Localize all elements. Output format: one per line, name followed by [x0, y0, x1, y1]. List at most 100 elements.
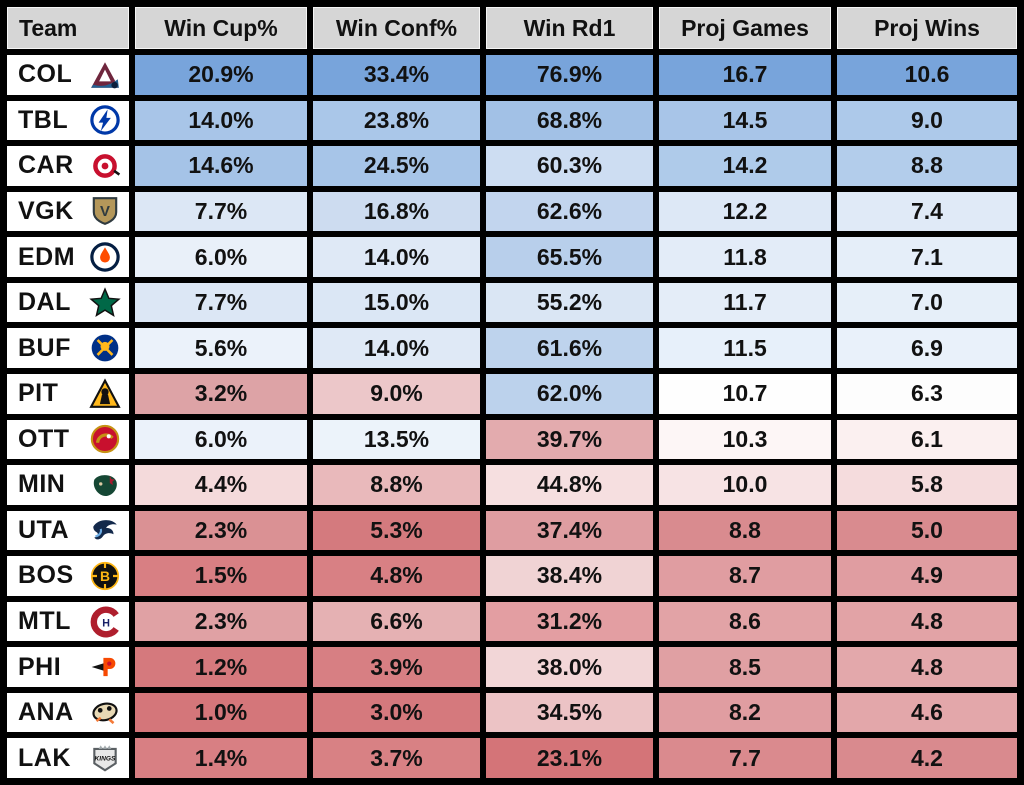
team-code: CAR — [18, 151, 74, 180]
stat-cell: 6.0% — [135, 237, 307, 277]
stat-cell: 65.5% — [486, 237, 653, 277]
stat-cell: 6.9 — [837, 328, 1017, 368]
stat-cell: 5.0 — [837, 510, 1017, 551]
team-code: VGK — [18, 196, 74, 225]
stat-cell: 8.8% — [313, 465, 480, 505]
team-cell: OTT — [7, 419, 129, 460]
column-header-win-rd1: Win Rd1 — [486, 7, 653, 49]
stat-cell: 8.8 — [659, 510, 831, 551]
stat-cell: 7.7 — [659, 738, 831, 778]
stat-cell: 60.3% — [486, 146, 653, 186]
team-cell: VGK V — [7, 191, 129, 232]
column-header-team: Team — [7, 7, 129, 49]
stat-cell: 10.3 — [659, 419, 831, 460]
stat-cell: 76.9% — [486, 55, 653, 95]
stat-cell: 55.2% — [486, 282, 653, 323]
stat-cell: 4.6 — [837, 692, 1017, 733]
team-code: PIT — [18, 379, 59, 408]
stat-cell: 8.2 — [659, 692, 831, 733]
stat-cell: 62.0% — [486, 373, 653, 414]
stat-cell: 10.6 — [837, 55, 1017, 95]
team-code: MTL — [18, 607, 71, 636]
svg-text:H: H — [102, 617, 110, 629]
svg-text:B: B — [100, 568, 110, 584]
kings-logo: KINGS — [89, 742, 121, 774]
team-cell: MTL H — [7, 601, 129, 642]
stat-cell: 5.3% — [313, 510, 480, 551]
column-header-win-conf: Win Conf% — [313, 7, 480, 49]
stat-cell: 12.2 — [659, 191, 831, 232]
stat-cell: 8.5 — [659, 647, 831, 687]
stat-cell: 23.8% — [313, 100, 480, 141]
stat-cell: 1.2% — [135, 647, 307, 687]
team-cell: LAK KINGS — [7, 738, 129, 778]
stat-cell: 16.8% — [313, 191, 480, 232]
svg-text:V: V — [100, 203, 110, 220]
team-cell: DAL — [7, 282, 129, 323]
stat-cell: 11.7 — [659, 282, 831, 323]
stat-cell: 4.8 — [837, 647, 1017, 687]
stat-cell: 3.9% — [313, 647, 480, 687]
stat-cell: 9.0% — [313, 373, 480, 414]
team-code: ANA — [18, 698, 74, 727]
team-cell: CAR — [7, 146, 129, 186]
stat-cell: 6.3 — [837, 373, 1017, 414]
stat-cell: 6.6% — [313, 601, 480, 642]
stat-cell: 33.4% — [313, 55, 480, 95]
stat-cell: 10.7 — [659, 373, 831, 414]
stat-cell: 9.0 — [837, 100, 1017, 141]
lightning-logo — [89, 104, 121, 136]
wild-logo — [89, 469, 121, 501]
team-cell: BUF — [7, 328, 129, 368]
column-header-proj-wins: Proj Wins — [837, 7, 1017, 49]
team-code: EDM — [18, 242, 76, 271]
team-cell: MIN — [7, 465, 129, 505]
stat-cell: 1.0% — [135, 692, 307, 733]
stat-cell: 14.0% — [313, 237, 480, 277]
stat-cell: 1.5% — [135, 556, 307, 596]
stat-cell: 3.2% — [135, 373, 307, 414]
stat-cell: 15.0% — [313, 282, 480, 323]
stat-cell: 14.6% — [135, 146, 307, 186]
stat-cell: 61.6% — [486, 328, 653, 368]
stat-cell: 1.4% — [135, 738, 307, 778]
stat-cell: 37.4% — [486, 510, 653, 551]
team-cell: UTA — [7, 510, 129, 551]
team-cell: PHI — [7, 647, 129, 687]
stat-cell: 3.7% — [313, 738, 480, 778]
oilers-logo — [89, 241, 121, 273]
stat-cell: 14.0% — [135, 100, 307, 141]
stat-cell: 24.5% — [313, 146, 480, 186]
team-code: TBL — [18, 105, 69, 134]
stat-cell: 23.1% — [486, 738, 653, 778]
stat-cell: 13.5% — [313, 419, 480, 460]
stat-cell: 4.8% — [313, 556, 480, 596]
stat-cell: 4.8 — [837, 601, 1017, 642]
ducks-logo — [89, 697, 121, 729]
stat-cell: 6.1 — [837, 419, 1017, 460]
stat-cell: 62.6% — [486, 191, 653, 232]
stat-cell: 5.8 — [837, 465, 1017, 505]
penguins-logo — [89, 378, 121, 410]
stat-cell: 14.2 — [659, 146, 831, 186]
stat-cell: 7.4 — [837, 191, 1017, 232]
mammoth-logo — [89, 514, 121, 546]
team-code: DAL — [18, 288, 71, 317]
stat-cell: 3.0% — [313, 692, 480, 733]
stat-cell: 8.8 — [837, 146, 1017, 186]
stat-cell: 2.3% — [135, 601, 307, 642]
avalanche-logo — [89, 59, 121, 91]
stat-cell: 2.3% — [135, 510, 307, 551]
team-code: PHI — [18, 652, 62, 681]
sabres-logo — [89, 332, 121, 364]
stat-cell: 38.4% — [486, 556, 653, 596]
stars-logo — [89, 286, 121, 319]
team-cell: TBL — [7, 100, 129, 141]
team-code: MIN — [18, 470, 66, 499]
team-code: BOS — [18, 561, 74, 590]
stat-cell: 34.5% — [486, 692, 653, 733]
flyers-logo — [89, 651, 121, 683]
team-cell: PIT — [7, 373, 129, 414]
svg-text:KINGS: KINGS — [95, 756, 117, 763]
